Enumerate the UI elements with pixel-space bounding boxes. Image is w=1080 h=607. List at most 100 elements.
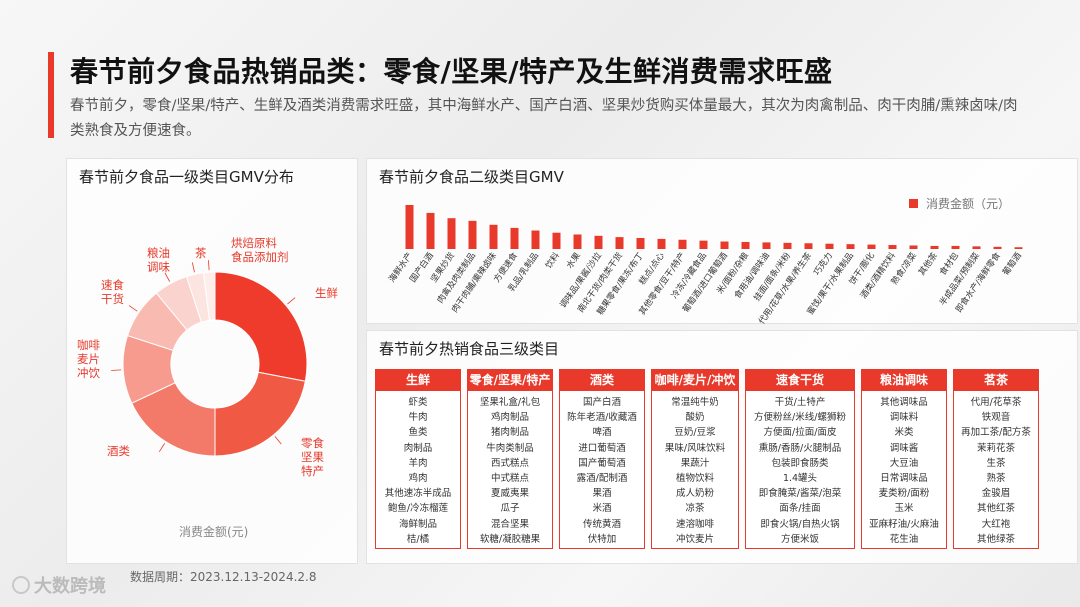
category-item: 其他速冻半成品 [384,488,452,500]
category-item: 国产白酒 [582,397,621,408]
category-item: 啤酒 [592,427,612,439]
category-item: 酸奶 [685,412,705,424]
bar-chart-legend: 消费金额（元） [909,195,1010,212]
donut-leader-line [158,443,165,453]
category-item: 其他调味品 [880,397,928,408]
bar [993,246,1002,249]
category-item: 1.4罐头 [782,473,818,485]
donut-slice-label: 生鲜 [315,286,338,300]
category-column: 粮油调味 其他调味品 调味料 米类 调味酱 大豆油 日常调味品 麦类粉/面粉 玉米 亚麻籽油/火麻… [861,369,947,549]
category-column-body: 其他调味品 调味料 米类 调味酱 大豆油 日常调味品 麦类粉/面粉 玉米 亚麻籽油/火麻油 花生油 [861,391,947,549]
category-item: 肉制品 [403,442,433,454]
category-item: 其他绿茶 [976,533,1015,545]
category-item: 桔/橘 [406,533,430,545]
category-column-body: 国产白酒 陈年老酒/收藏酒 啤酒 进口葡萄酒 国产葡萄酒 露酒/配制酒 果酒 米酒 传统黄酒 伏特… [559,391,645,549]
category-item: 米酒 [592,503,612,515]
donut-leader-line [111,369,122,371]
category-item: 果味/风味饮料 [664,442,726,454]
category-column-body: 虾类 牛肉 鱼类 肉制品 羊肉 鸡肉 其他速冻半成品 鲍鱼/冷冻榴莲 海鲜制品 桔/橘 [375,391,461,549]
category-item: 熏肠/香肠/火腿制品 [758,442,842,454]
category-item: 国产葡萄酒 [578,457,626,469]
category-item: 玉米 [894,503,914,515]
category-item: 调味酱 [889,442,919,454]
bar [720,241,729,249]
donut-slice-label: 酒类 [107,444,130,458]
donut-slice [202,271,216,321]
category-item: 米类 [894,427,914,439]
category-item: 果蔬汁 [680,457,710,469]
category-item: 铁观音 [981,412,1011,424]
category-item: 花生油 [889,533,919,545]
bar-category-label: 其他茶 [916,250,940,278]
category-item: 亚麻籽油/火麻油 [869,518,939,530]
category-column-header: 零食/坚果/特产 [467,369,553,391]
bar [468,220,477,249]
bar-category-label: 葡萄酒 [1000,250,1024,278]
bar-category-label: 饮料 [543,250,562,271]
category-item: 西式糕点 [490,457,529,469]
bar-chart-panel: 春节前夕食品二级类目GMV 消费金额（元） 海鲜水产 国产白酒 坚果炒货 肉禽及肉类制… [366,158,1078,325]
category-item: 羊肉 [408,457,428,469]
bar [426,212,435,249]
category-item: 大豆油 [889,457,919,469]
category-item: 包装即食肠类 [771,457,829,469]
category-item: 鸡肉 [408,473,428,485]
donut-leader-line [287,297,296,305]
donut-slice-label: 咖啡麦片冲饮 [77,338,100,380]
legend-swatch [909,199,918,208]
donut-slice [214,271,308,382]
bar [825,243,834,249]
bar [846,244,855,249]
category-item: 再加工茶/配方茶 [961,427,1031,439]
logo-text: 大数跨境 [34,576,106,597]
category-columns: 生鲜 虾类 牛肉 鱼类 肉制品 羊肉 鸡肉 其他速冻半成品 鲍鱼/冷冻榴莲 海鲜制品 桔/橘 零食/坚… [375,369,1039,549]
donut-slice-label: 粮油调味 [147,246,170,274]
donut-slice [214,371,306,457]
category-item: 即食腌菜/酱菜/泡菜 [758,488,842,500]
category-item: 夏威夷果 [490,488,529,500]
category-item: 露酒/配制酒 [576,473,628,485]
category-column-body: 常温纯牛奶 酸奶 豆奶/豆浆 果味/风味饮料 果蔬汁 植物饮料 成人奶粉 凉茶 速溶咖啡 冲饮麦片 [651,391,739,549]
bar [867,244,876,249]
category-item: 即食火锅/自热火锅 [760,518,840,530]
category-column-body: 干货/土特产 方便粉丝/米线/螺狮粉 方便面/拉面/面皮 熏肠/香肠/火腿制品 包装即食… [745,391,855,549]
category-column: 零食/坚果/特产 坚果礼盒/礼包 鸡肉制品 猪肉制品 牛肉类制品 西式糕点 中式糕点 夏威夷果… [467,369,553,549]
category-item: 面条/挂面 [779,503,821,515]
category-column-header: 茗茶 [953,369,1039,391]
legend-label: 消费金额（元） [926,197,1011,211]
category-item: 冲饮麦片 [675,533,714,545]
donut-leader-line [128,305,138,312]
category-item: 其他红茶 [976,503,1015,515]
category-item: 牛肉类制品 [486,442,534,454]
category-item: 代用/花草茶 [970,397,1022,408]
category-item: 麦类粉/面粉 [878,488,930,500]
donut-slice-label: 烘焙原料食品添加剂 [231,236,289,264]
category-item: 果酒 [592,488,612,500]
page-title: 春节前夕食品热销品类：零食/坚果/特产及生鲜消费需求旺盛 [70,55,833,88]
bar [1014,247,1023,249]
bar [888,245,897,249]
category-item: 植物饮料 [675,473,714,485]
category-item: 调味料 [889,412,919,424]
bar [594,235,603,249]
bar [636,238,645,249]
bar [405,205,414,249]
category-column-body: 坚果礼盒/礼包 鸡肉制品 猪肉制品 牛肉类制品 西式糕点 中式糕点 夏威夷果 瓜子 混合坚果 软糖… [467,391,553,549]
category-item: 干货/土特产 [774,397,826,408]
bar [762,242,771,249]
bar [531,230,540,249]
bar [678,239,687,249]
category-table-panel: 春节前夕热销食品三级类目 生鲜 虾类 牛肉 鱼类 肉制品 羊肉 鸡肉 其他速冻半成品 鲍鱼/冷冻… [366,330,1078,564]
bar-category-label: 水果 [564,250,583,271]
category-item: 茉莉花茶 [976,442,1015,454]
page-subtitle: 春节前夕，零食/坚果/特产、生鲜及酒类消费需求旺盛，其中海鲜水产、国产白酒、坚果… [70,98,1018,139]
category-column: 酒类 国产白酒 陈年老酒/收藏酒 啤酒 进口葡萄酒 国产葡萄酒 露酒/配制酒 果酒 米酒 传统黄酒… [559,369,645,549]
category-column: 速食干货 干货/土特产 方便粉丝/米线/螺狮粉 方便面/拉面/面皮 熏肠/香肠/火腿制品… [745,369,855,549]
category-item: 速溶咖啡 [675,518,714,530]
category-item: 伏特加 [587,533,617,545]
bar [552,232,561,249]
category-item: 牛肉 [408,412,428,424]
category-item: 海鲜制品 [398,518,437,530]
